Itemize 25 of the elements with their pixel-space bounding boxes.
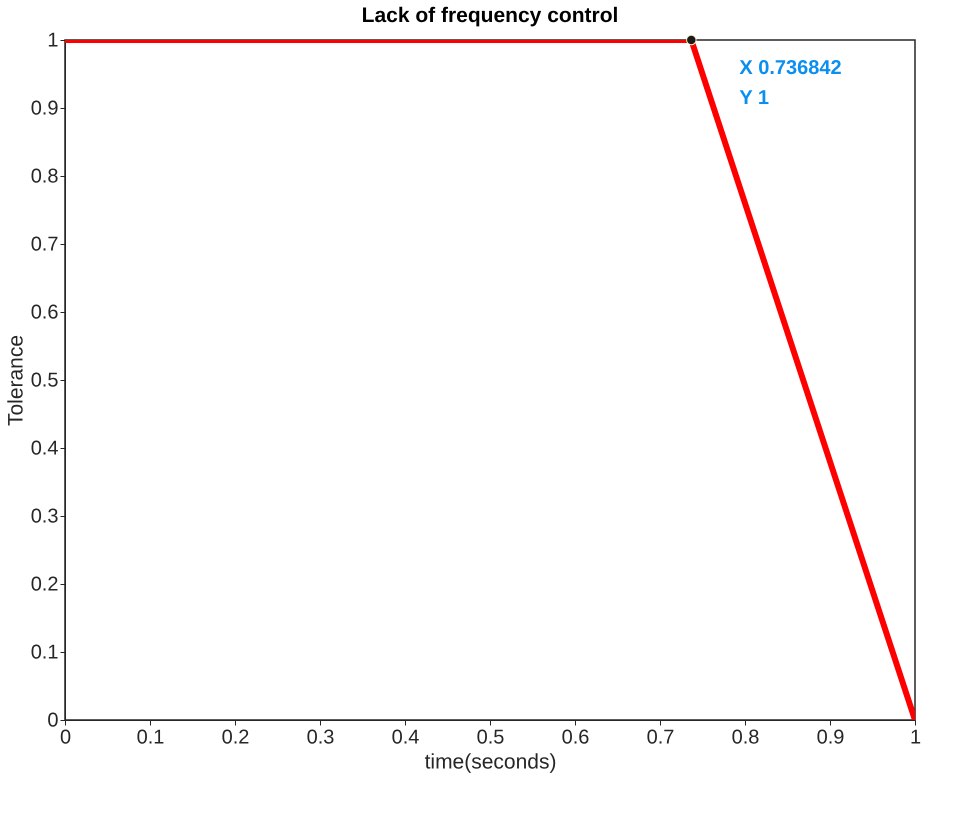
annotation: X 0.736842 Y 1 — [739, 57, 842, 109]
y-tick-label: 0.8 — [30, 166, 58, 188]
x-tick-label: 0.3 — [306, 726, 334, 748]
y-tick-label: 0 — [47, 710, 58, 732]
x-tick-label: 0.2 — [222, 726, 250, 748]
x-tick-label: 0.4 — [392, 726, 420, 748]
x-tick-label: 0.1 — [136, 726, 164, 748]
chart-title: Lack of frequency control — [362, 4, 618, 27]
y-tick-label: 0.9 — [30, 98, 58, 120]
x-tick-label: 0.5 — [476, 726, 504, 748]
y-tick-label: 0.3 — [30, 506, 58, 528]
y-tick-label: 0.1 — [30, 642, 58, 664]
y-tick-label: 0.4 — [30, 438, 58, 460]
x-tick-label: 0.7 — [646, 726, 674, 748]
x-axis-title: time(seconds) — [424, 750, 556, 774]
y-tick-label: 1 — [47, 30, 58, 52]
x-tick-label: 0.8 — [732, 726, 760, 748]
x-tick-label: 0.6 — [562, 726, 590, 748]
y-tick-label: 0.2 — [30, 574, 58, 596]
y-tick-label: 0.6 — [30, 302, 58, 324]
y-tick-label: 0.7 — [30, 234, 58, 256]
x-tick-label: 0.9 — [816, 726, 844, 748]
y-tick-label: 0.5 — [30, 370, 58, 392]
y-axis-title: Tolerance — [4, 334, 28, 426]
x-tick-label: 1 — [910, 726, 922, 748]
